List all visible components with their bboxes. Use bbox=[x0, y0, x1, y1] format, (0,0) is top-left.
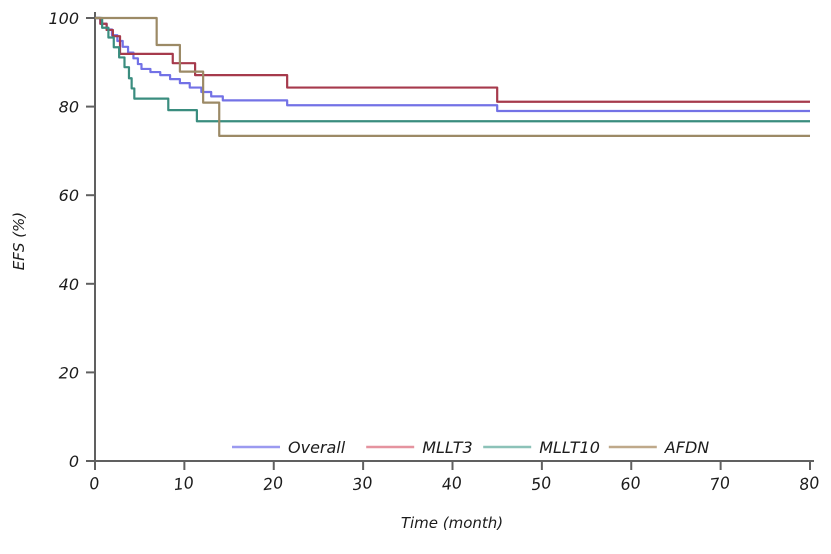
x-tick-label: 10 bbox=[172, 473, 195, 494]
y-tick-label: 60 bbox=[59, 186, 79, 205]
y-tick-label: 80 bbox=[59, 98, 79, 117]
y-tick-label: 0 bbox=[69, 452, 79, 471]
x-tick-label: 40 bbox=[441, 473, 464, 494]
legend-label-afdn: AFDN bbox=[664, 438, 709, 457]
y-tick-label: 40 bbox=[59, 275, 79, 294]
x-tick-label: 80 bbox=[798, 473, 821, 494]
series-afdn-line bbox=[95, 16, 810, 137]
series-mllt10-line bbox=[95, 16, 810, 123]
x-tick-label: 50 bbox=[530, 473, 553, 494]
y-tick-label: 100 bbox=[48, 9, 79, 28]
x-tick-label: 70 bbox=[709, 473, 732, 494]
x-tick-label: 20 bbox=[262, 473, 285, 494]
x-tick-label: 0 bbox=[88, 473, 100, 493]
x-axis-title: Time (month) bbox=[400, 514, 504, 532]
legend-label-overall: Overall bbox=[288, 438, 346, 457]
x-tick-label: 30 bbox=[351, 473, 374, 494]
legend-label-mllt3: MLLT3 bbox=[422, 438, 473, 457]
x-tick-label: 60 bbox=[619, 473, 642, 494]
legend-label-mllt10: MLLT10 bbox=[539, 438, 600, 457]
y-tick-label: 20 bbox=[59, 363, 79, 382]
y-axis-title: EFS (%) bbox=[10, 211, 28, 271]
series-mllt3-line bbox=[95, 16, 810, 103]
